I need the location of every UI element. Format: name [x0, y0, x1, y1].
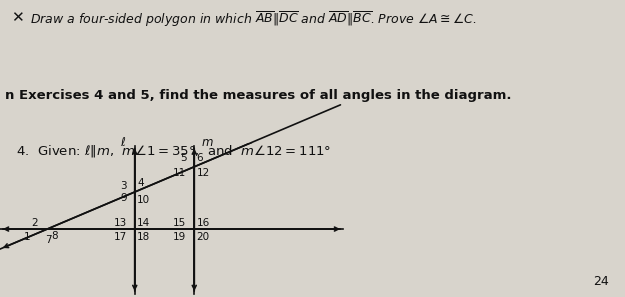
- Text: 1: 1: [24, 232, 30, 242]
- Text: ✕: ✕: [11, 10, 24, 26]
- Text: 3: 3: [121, 181, 127, 191]
- Text: 16: 16: [196, 218, 210, 228]
- Text: 5: 5: [180, 153, 186, 163]
- Text: 9: 9: [121, 193, 127, 203]
- Text: 17: 17: [114, 232, 127, 242]
- Text: 11: 11: [173, 168, 186, 178]
- Text: n Exercises 4 and 5, find the measures of all angles in the diagram.: n Exercises 4 and 5, find the measures o…: [5, 89, 511, 102]
- Text: 2: 2: [31, 218, 38, 228]
- Text: 12: 12: [196, 168, 210, 178]
- Text: 18: 18: [137, 232, 150, 242]
- Text: 10: 10: [137, 195, 150, 206]
- Text: 15: 15: [173, 218, 186, 228]
- Text: 8: 8: [51, 231, 58, 241]
- Text: 13: 13: [114, 218, 127, 228]
- Text: 7: 7: [45, 235, 52, 245]
- Text: 24: 24: [594, 275, 609, 288]
- Text: 20: 20: [196, 232, 209, 242]
- Text: $m$: $m$: [201, 136, 213, 149]
- Text: Draw a four-sided polygon in which $\overline{AB} \| \overline{DC}$ and $\overli: Draw a four-sided polygon in which $\ove…: [30, 10, 477, 29]
- Text: 14: 14: [137, 218, 150, 228]
- Text: 19: 19: [173, 232, 186, 242]
- Text: 4.  Given: $\ell \| m$,  $m\angle 1 = 35°$,  and  $m\angle 12 = 111°$: 4. Given: $\ell \| m$, $m\angle 1 = 35°$…: [16, 143, 331, 159]
- Text: 4: 4: [137, 178, 144, 188]
- Text: $\ell$: $\ell$: [120, 136, 126, 149]
- Text: 6: 6: [196, 153, 203, 163]
